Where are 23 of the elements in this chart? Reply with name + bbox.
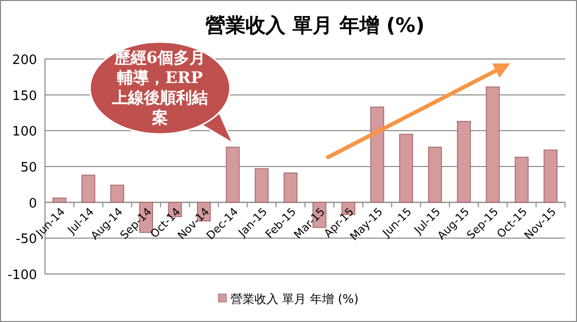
y-tick-label: 200: [12, 53, 37, 68]
annotation: 歷經6個多月輔導，ERP上線後順利結案: [111, 48, 208, 127]
bar: [110, 184, 124, 203]
bar: [52, 198, 66, 203]
chart-title: 營業收入 單月 年增 (%): [205, 13, 425, 37]
y-tick-label: 150: [12, 88, 37, 104]
bar: [254, 168, 269, 203]
bar: [370, 106, 384, 203]
y-tick-label: -100: [7, 268, 37, 283]
legend: 營業收入 單月 年增 (%): [218, 292, 359, 306]
y-tick-label: -50: [16, 232, 37, 248]
bar: [284, 172, 298, 203]
bar: [486, 86, 500, 203]
bar: [428, 146, 442, 203]
y-tick-label: 50: [20, 160, 37, 176]
bar: [399, 134, 414, 203]
bar: [514, 156, 529, 203]
bar: [226, 146, 240, 203]
bar: [456, 120, 471, 203]
bar: [81, 174, 96, 203]
y-tick-label: 0: [28, 196, 37, 212]
bar: [544, 150, 558, 203]
y-tick-label: 100: [12, 124, 37, 140]
